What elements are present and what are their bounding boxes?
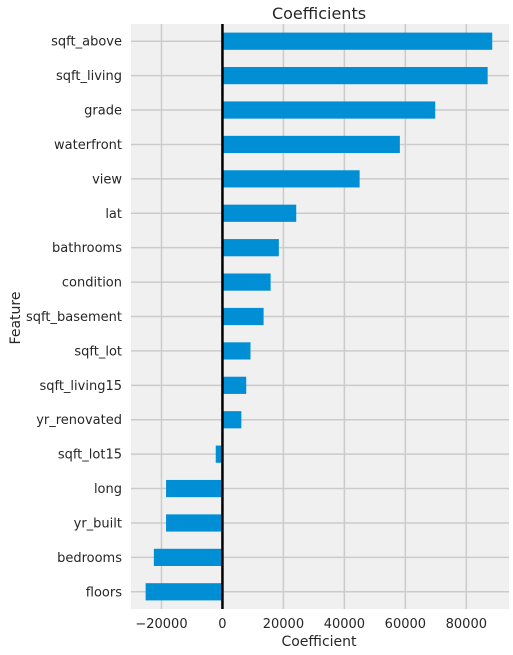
y-tick-label: sqft_basement [26,310,122,325]
y-tick-label: grade [84,104,122,119]
y-tick-label: sqft_living15 [39,379,122,394]
bar-yr_renovated [222,411,242,429]
bar-sqft_lot15 [215,445,223,463]
y-tick-label: sqft_above [51,35,122,50]
bar-waterfront [222,135,400,154]
x-tick-label: 80000 [446,617,487,632]
bar-long [166,479,223,498]
x-tick-label: −20000 [135,617,187,632]
y-axis-title: Feature [8,292,24,345]
y-tick-label: waterfront [54,138,122,153]
y-tick-label: condition [62,276,122,291]
bar-grade [222,101,436,119]
bar-sqft_lot [222,342,251,360]
bar-bedrooms [153,548,223,566]
y-tick-label: bathrooms [52,241,122,256]
bar-floors [145,583,223,601]
y-tick-label: view [92,172,122,187]
x-tick-label: 40000 [324,617,365,632]
y-tick-label: sqft_lot [74,344,122,359]
x-tick-label: 60000 [385,617,426,632]
bar-sqft_living15 [222,376,247,394]
bars [145,32,493,601]
bar-lat [222,204,297,222]
y-tick-label: yr_built [74,516,122,531]
bar-sqft_basement [222,307,264,326]
y-tick-label: long [94,482,122,497]
y-tick-label: lat [105,207,122,222]
x-tick-labels: −20000 0 20000 40000 60000 80000 [135,617,487,632]
bar-sqft_living [222,67,488,85]
bar-condition [222,273,271,291]
y-tick-label: bedrooms [57,551,122,566]
chart-title: Coefficients [272,4,366,23]
x-tick-label: 0 [218,617,226,632]
x-axis-title: Coefficient [281,634,357,650]
bar-bathrooms [222,239,279,257]
bar-sqft_above [222,32,493,50]
y-tick-label: floors [86,585,122,600]
x-tick-label: 20000 [263,617,304,632]
y-tick-label: sqft_living [56,69,122,84]
y-tick-label: sqft_lot15 [58,448,122,463]
bar-yr_built [166,514,223,532]
y-tick-label: yr_renovated [36,413,122,428]
bar-view [222,170,360,188]
